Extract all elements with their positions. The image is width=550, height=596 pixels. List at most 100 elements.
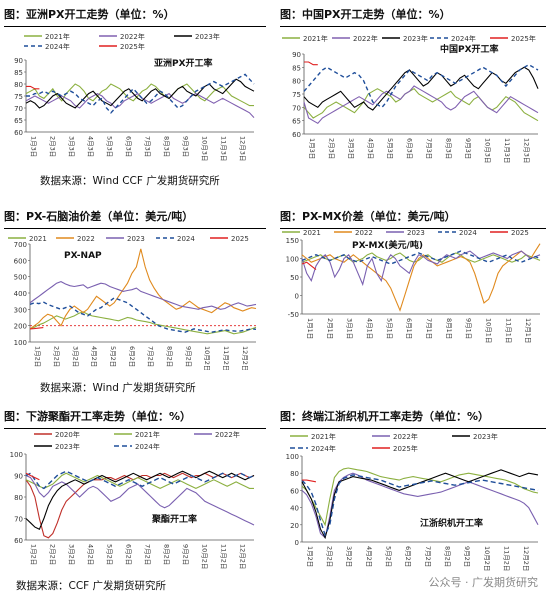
series-line-2024年	[303, 63, 539, 109]
watermark: 公众号 · 广发期货研究	[428, 576, 539, 589]
chart-title: 图：下游聚酯开工率走势（单位：%）	[4, 406, 266, 429]
legend-label: 2022年	[120, 32, 145, 41]
x-tick-label: 1月2日	[30, 544, 38, 565]
x-tick-label: 9月2日	[463, 546, 471, 567]
y-tick-label: 100	[286, 256, 299, 264]
y-tick-label: 75	[292, 91, 301, 99]
series-line-2022年	[301, 472, 539, 539]
series-line-2021年	[301, 467, 539, 527]
y-tick-label: 500	[14, 274, 27, 282]
series-line-2024	[301, 250, 541, 265]
legend-label: 2021年	[311, 432, 336, 441]
x-tick-label: 9月1日	[465, 318, 473, 339]
y-tick-label: 60	[14, 129, 23, 137]
x-tick-label: 4月3日	[87, 136, 95, 157]
panel-china-px: 图：中国PX开工走势（单位：%） 60 65 70 75 80 85 90 1月3日 2月3日 3…	[280, 4, 546, 184]
x-tick-label: 6月2日	[125, 544, 133, 565]
x-tick-label: 3月2日	[345, 546, 353, 567]
legend-label: 2025	[231, 235, 249, 243]
x-tick-label: 5月2日	[385, 546, 393, 567]
x-tick-label: 8月2日	[444, 546, 452, 567]
y-tick-label: 50	[290, 274, 299, 282]
y-tick-label: 0	[295, 293, 299, 301]
x-tick-label: 11月1日	[504, 318, 512, 343]
y-tick-label: 80	[292, 78, 301, 86]
axes	[25, 454, 254, 541]
legend-label: 2021年	[45, 32, 70, 41]
legend-label: 2022年	[393, 432, 418, 441]
legend-label: 2023	[127, 235, 145, 243]
x-tick-label: 11月3日	[220, 136, 228, 161]
y-tick-label: 85	[292, 64, 301, 72]
x-tick-label: 11月2日	[222, 346, 230, 370]
x-tick-label: 9月2日	[184, 346, 192, 367]
legend-label: 2025年	[511, 34, 536, 43]
x-tick-label: 12月3日	[522, 138, 530, 163]
x-tick-label: 7月2日	[147, 346, 155, 367]
x-tick-label: 3月2日	[71, 346, 79, 367]
x-tick-label: 6月3日	[125, 136, 133, 157]
legend-label: 2022	[77, 235, 95, 243]
series-line-2022年	[25, 475, 255, 526]
x-tick-label: 6月1日	[405, 318, 413, 339]
x-tick-label: 4月2日	[365, 546, 373, 567]
chart-annotation: PX-NAP	[64, 251, 102, 261]
x-tick-label: 12月1日	[524, 318, 532, 343]
x-tick-label: 1月2日	[34, 346, 42, 367]
x-tick-label: 11月2日	[220, 544, 228, 569]
chart-annotation: 江浙织机开工率	[420, 517, 483, 529]
x-tick-label: 10月2日	[201, 544, 209, 569]
legend-label: 2024年	[45, 42, 70, 51]
legend-label: 2024	[177, 235, 195, 243]
x-tick-label: 9月3日	[464, 138, 472, 159]
chart-asia-px: 60 65 70 75 80 85 90 1月3日 2月3日 3月3日 4月3日 5月3日 6月3日 7月…	[14, 32, 255, 161]
chart-title: 图：亚洲PX开工走势（单位：%）	[4, 4, 266, 27]
chart-title: 图：PX-MX价差（单位：美元/吨）	[280, 206, 546, 229]
x-tick-label: 2月3日	[327, 138, 335, 159]
series-line-2023	[29, 280, 257, 310]
chart-title: 图：PX-石脑油价差（单位：美元/吨）	[4, 206, 266, 229]
series-line-2025	[301, 261, 317, 271]
legend-label: 2022	[355, 229, 373, 237]
legend-label: 2021	[303, 229, 321, 237]
series-line-2021	[29, 311, 257, 335]
y-tick-label: 100	[10, 451, 23, 459]
y-tick-label: 100	[14, 339, 27, 347]
y-tick-label: 20	[290, 522, 299, 530]
panel-weaving: 图：终端江浙织机开工率走势（单位：%） 0 20 40 60 80 100 1月2日 2月2日…	[280, 406, 546, 576]
y-tick-label: 85	[14, 69, 23, 77]
chart-annotation: PX-MX(美元/吨)	[352, 239, 423, 251]
x-tick-label: 1月2日	[306, 546, 314, 567]
x-tick-label: 11月2日	[503, 546, 511, 571]
x-tick-label: 2月2日	[52, 346, 60, 367]
x-tick-label: 10月1日	[484, 318, 492, 343]
y-tick-label: 65	[292, 118, 301, 126]
panel-px-nap: 图：PX-石脑油价差（单位：美元/吨） 100 200 300 400 500 600 70…	[4, 206, 266, 376]
x-tick-label: 1月3日	[30, 136, 38, 157]
y-tick-label: 90	[292, 51, 301, 59]
chart-polyester: 60 70 80 90 100 1月2日 2月2日 3月2日 4月2日 5月2日 6月2日 7月2日 8…	[10, 430, 255, 569]
series-line-2024年	[26, 73, 255, 114]
y-tick-label: 90	[14, 473, 23, 481]
x-tick-label: 12月2日	[241, 346, 249, 370]
source-note: 数据来源：Wind 广发期货研究所	[40, 382, 196, 394]
x-tick-label: 2月2日	[49, 544, 57, 565]
axes	[303, 54, 538, 135]
x-tick-label: 2月2日	[326, 546, 334, 567]
series-line-2022年	[303, 85, 539, 125]
series-line-2021年	[25, 472, 254, 490]
y-tick-label: 0	[295, 539, 299, 547]
x-tick-label: 1月3日	[308, 138, 316, 159]
chart-title: 图：中国PX开工走势（单位：%）	[280, 4, 546, 27]
chart-title: 图：终端江浙织机开工率走势（单位：%）	[280, 406, 546, 429]
axes	[301, 456, 538, 543]
panel-polyester: 图：下游聚酯开工率走势（单位：%） 60 70 80 90 100 1月2日 2月2日 3月2…	[4, 406, 266, 576]
series-line-2023年	[25, 78, 255, 109]
axes	[301, 240, 540, 315]
chart-annotation: 聚酯开工率	[151, 513, 197, 525]
x-tick-label: 5月2日	[106, 544, 114, 565]
series-line-2025	[29, 327, 44, 330]
x-tick-label: 12月3日	[239, 136, 247, 161]
x-tick-label: 5月1日	[385, 318, 393, 339]
y-tick-label: 75	[14, 93, 23, 101]
